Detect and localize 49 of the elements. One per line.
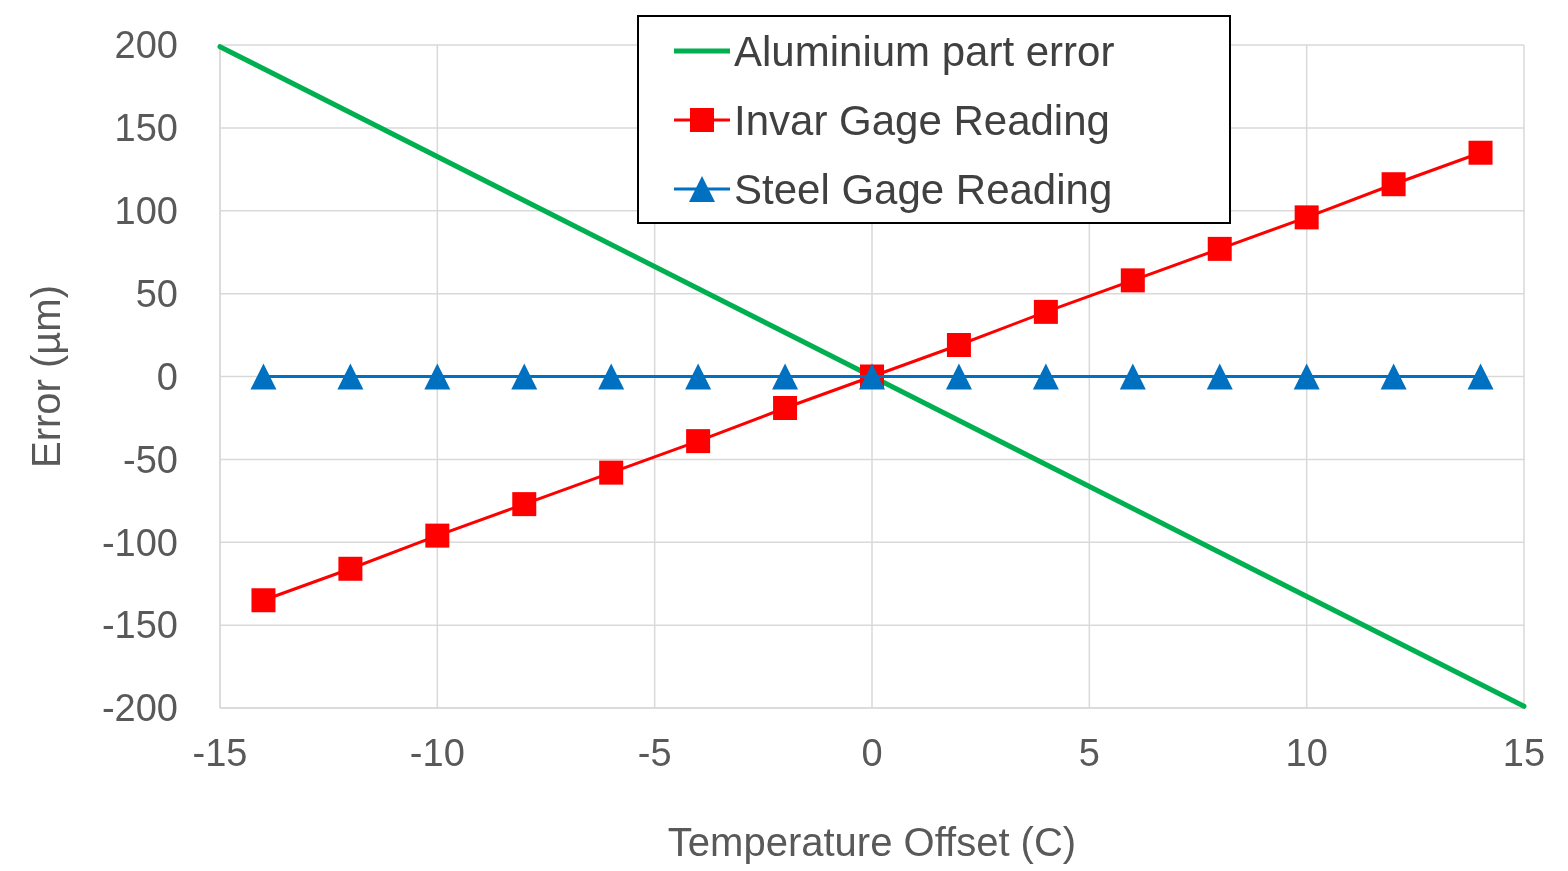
point (773, 395, 798, 420)
x-tick-label: 15 (1502, 732, 1546, 774)
point (1293, 363, 1320, 390)
point (250, 363, 277, 390)
legend-label: Steel Gage Reading (734, 165, 1113, 213)
point (337, 363, 364, 390)
point (251, 588, 276, 613)
point (946, 333, 971, 358)
point (1380, 363, 1407, 390)
y-tick-label: -100 (101, 521, 178, 564)
point (512, 492, 537, 517)
point (1033, 299, 1058, 324)
x-axis-title: Temperature Offset (C) (667, 820, 1077, 864)
y-tick-label: 200 (114, 24, 178, 67)
y-tick-label: -50 (123, 438, 178, 481)
x-tick-label: -5 (637, 732, 672, 774)
x-tick-label: 10 (1285, 732, 1328, 774)
legend-label: Invar Gage Reading (734, 96, 1110, 144)
point (1119, 363, 1146, 390)
point (599, 460, 624, 485)
point (1468, 140, 1493, 165)
point (1467, 363, 1494, 390)
point (511, 363, 538, 390)
y-tick-label: 150 (114, 107, 178, 150)
y-tick-label: 50 (135, 272, 178, 315)
point (772, 363, 799, 390)
point (425, 523, 450, 548)
point (1032, 363, 1059, 390)
point (685, 363, 712, 390)
point (945, 363, 972, 390)
point (1294, 205, 1319, 230)
point (686, 429, 711, 454)
y-axis-title: Error (µm) (24, 284, 68, 469)
y-tick-label: 100 (114, 190, 178, 233)
x-tick-label: -10 (409, 732, 465, 774)
x-tick-label: 5 (1078, 732, 1100, 774)
y-tick-label: -200 (101, 687, 178, 730)
legend-label: Aluminium part error (734, 27, 1115, 75)
point (1207, 236, 1232, 261)
point (1206, 363, 1233, 390)
point (338, 556, 363, 581)
y-tick-label: 0 (156, 355, 178, 398)
point (598, 363, 625, 390)
y-tick-label: -150 (101, 604, 178, 647)
point (1381, 172, 1406, 197)
x-tick-label: -15 (192, 732, 248, 774)
point (1120, 268, 1145, 293)
point (424, 363, 451, 390)
x-tick-label: 0 (861, 732, 883, 774)
